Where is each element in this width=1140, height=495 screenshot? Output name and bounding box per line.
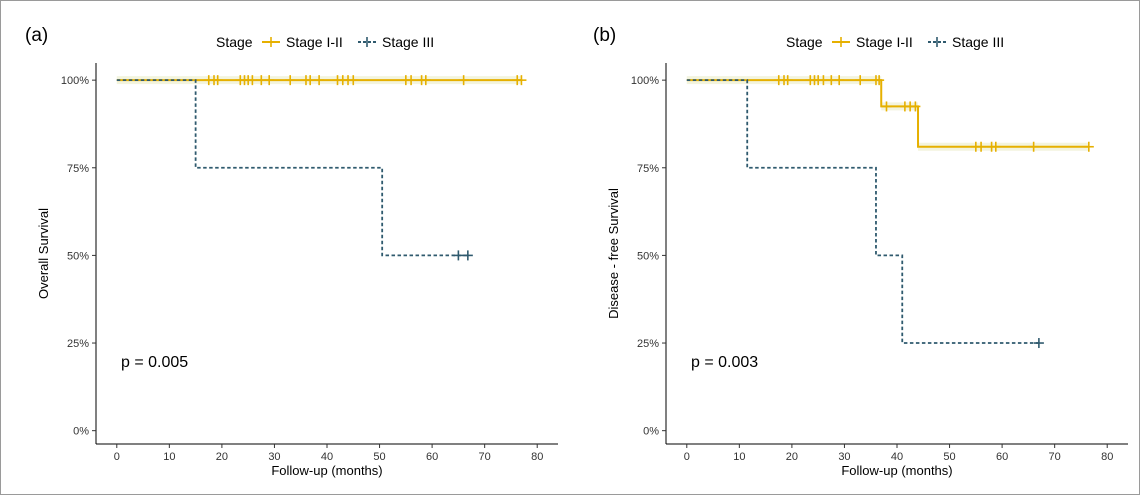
y-tick-label: 25% <box>637 338 659 350</box>
panel-label: (b) <box>593 25 616 46</box>
survival-curve-stage-3 <box>686 79 1039 344</box>
x-axis-title: Follow-up (months) <box>271 463 382 478</box>
survival-curve-stage-3 <box>116 79 469 257</box>
y-tick-label: 50% <box>67 250 89 262</box>
x-tick-label: 10 <box>163 451 175 463</box>
y-tick-label: 100% <box>631 75 659 87</box>
x-tick-label: 60 <box>426 451 438 463</box>
x-tick-label: 70 <box>1049 451 1061 463</box>
censor-marks-stage-3 <box>453 250 473 261</box>
panel-label: (a) <box>25 25 48 46</box>
x-tick-label: 0 <box>684 451 690 463</box>
x-axis-title: Follow-up (months) <box>841 463 952 478</box>
confidence-band-stage-1-2 <box>686 76 1089 151</box>
y-tick-label: 75% <box>637 163 659 175</box>
legend-label-stage-1-2: Stage I-II <box>286 34 343 50</box>
y-axis-title: Disease - free Survival <box>606 188 621 319</box>
censor-marks-stage-1-2 <box>203 75 527 86</box>
x-tick-label: 50 <box>943 451 955 463</box>
panel-b: (b) Stage Stage I-II Stage III 0 10 20 30 40 50 60… <box>593 25 1128 478</box>
x-tick-label: 70 <box>479 451 491 463</box>
y-tick-label: 0% <box>73 426 89 438</box>
x-tick-label: 0 <box>114 451 120 463</box>
x-tick-label: 20 <box>216 451 228 463</box>
panel-a: (a) Stage Stage I-II Stage III 0 10 20 30 40 50 60… <box>25 25 558 478</box>
legend-label-stage-3: Stage III <box>382 34 434 50</box>
x-tick-label: 40 <box>891 451 903 463</box>
censor-marks-stage-1-2 <box>773 75 1094 152</box>
legend-title: Stage <box>216 34 253 50</box>
x-tick-label: 30 <box>838 451 850 463</box>
x-tick-label: 60 <box>996 451 1008 463</box>
x-tick-label: 30 <box>268 451 280 463</box>
x-tick-label: 80 <box>1101 451 1113 463</box>
p-value-annotation: p = 0.005 <box>121 354 188 371</box>
legend: Stage Stage I-II Stage III <box>786 34 1004 50</box>
x-tick-label: 10 <box>733 451 745 463</box>
x-tick-label: 40 <box>321 451 333 463</box>
survival-curve-stage-1-2 <box>686 79 1089 148</box>
y-tick-label: 75% <box>67 163 89 175</box>
legend: Stage Stage I-II Stage III <box>216 34 434 50</box>
y-tick-label: 0% <box>643 426 659 438</box>
y-tick-label: 100% <box>61 75 89 87</box>
y-tick-label: 25% <box>67 338 89 350</box>
y-tick-label: 50% <box>637 250 659 262</box>
p-value-annotation: p = 0.003 <box>691 354 758 371</box>
x-tick-label: 80 <box>531 451 543 463</box>
censor-marks-stage-3 <box>1033 338 1044 349</box>
legend-label-stage-1-2: Stage I-II <box>856 34 913 50</box>
x-tick-label: 50 <box>373 451 385 463</box>
legend-label-stage-3: Stage III <box>952 34 1004 50</box>
x-tick-label: 20 <box>786 451 798 463</box>
y-axis-title: Overall Survival <box>36 208 51 299</box>
legend-title: Stage <box>786 34 823 50</box>
